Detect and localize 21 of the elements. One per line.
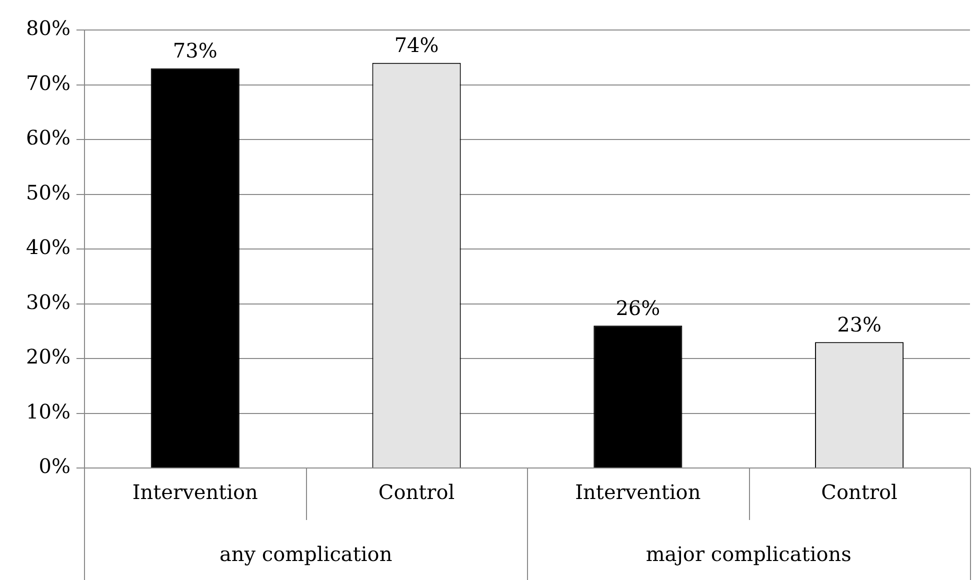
x-tick-label: Control: [821, 480, 898, 504]
text: major complications: [646, 542, 852, 566]
y-tick-label: 10%: [26, 399, 70, 424]
data-label: 23%: [837, 312, 882, 336]
y-tick-label: 0%: [38, 454, 70, 478]
y-tick-label: 40%: [26, 235, 70, 260]
x-tick-label: Control: [378, 480, 455, 504]
x-tick-label: Intervention: [575, 480, 701, 504]
bar: [150, 68, 240, 468]
x-tick-label: Intervention: [132, 480, 258, 504]
data-label: 73%: [172, 38, 218, 63]
y-tick-label: 70%: [26, 70, 70, 95]
data-label: 74%: [394, 33, 439, 58]
y-tick-label: 80%: [26, 16, 70, 40]
data-label: 26%: [616, 296, 660, 320]
y-tick-label: 30%: [26, 290, 70, 314]
text: any complication: [219, 542, 392, 566]
y-tick-label: 50%: [26, 180, 70, 204]
bar: [594, 326, 682, 468]
y-tick-label: 60%: [26, 126, 70, 150]
y-tick-label: 20%: [26, 344, 70, 369]
